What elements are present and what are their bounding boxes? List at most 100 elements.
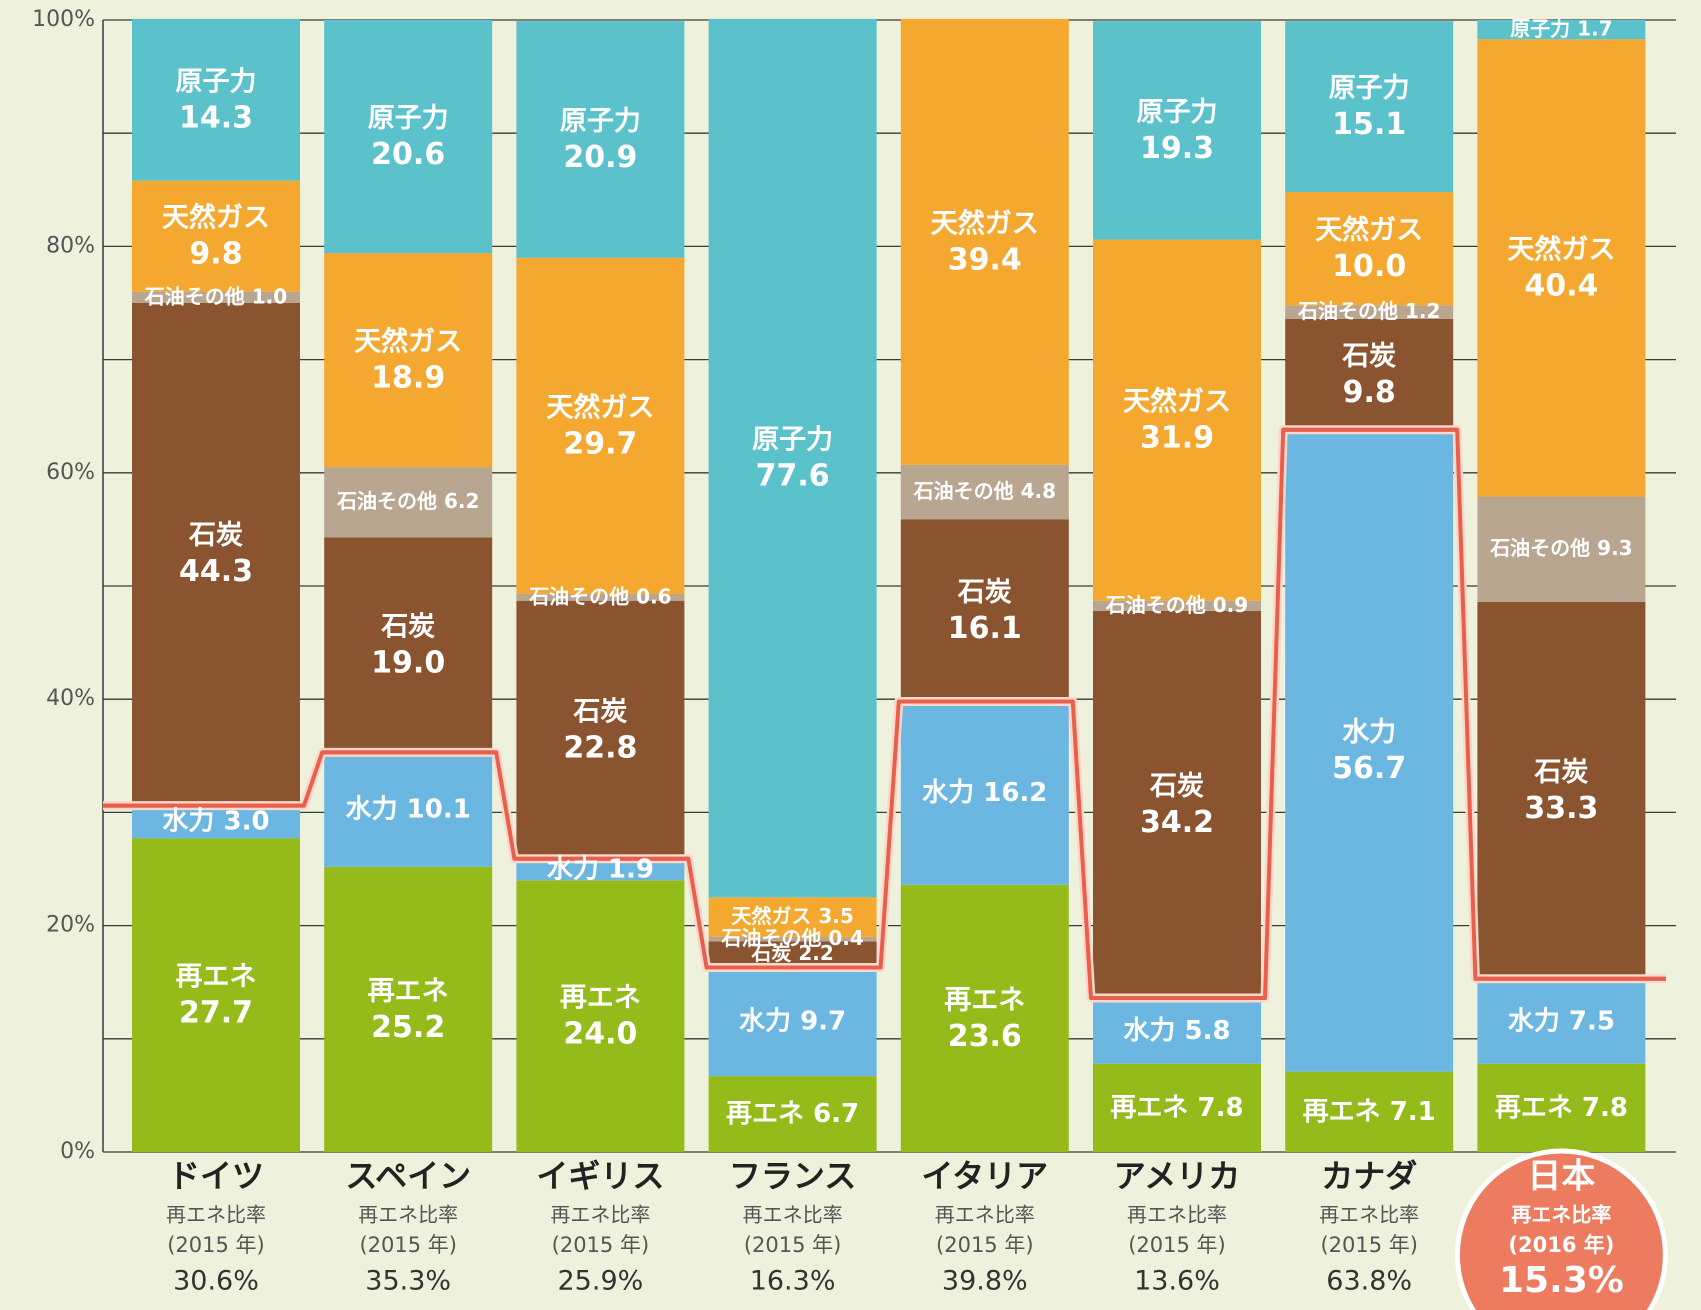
- bar-segment: [1477, 601, 1646, 979]
- segment-label-name: 石炭: [188, 520, 243, 551]
- segment-label-gap: [974, 778, 983, 808]
- bar-segment: [708, 1076, 877, 1152]
- segment-label: 石油その他 0.9: [1105, 592, 1248, 616]
- segment-label-name: 天然ガス: [1123, 386, 1231, 418]
- bar-segment: [516, 21, 685, 258]
- year-label: (2015 年): [167, 1233, 265, 1257]
- ratio-caption: 再エネ比率: [1319, 1203, 1419, 1227]
- ratio-value-label: 39.8%: [942, 1266, 1028, 1297]
- ratio-value-label: 35.3%: [365, 1266, 451, 1297]
- year-label: (2015 年): [1128, 1233, 1226, 1257]
- category-label: イギリス: [536, 1157, 664, 1195]
- segment-label-value: 56.7: [1332, 751, 1406, 786]
- ratio-value-label: 30.6%: [173, 1266, 259, 1297]
- bar-segment: [132, 838, 300, 1152]
- segment-label-name: 石炭: [380, 611, 435, 642]
- segment-label-value: 16.1: [948, 611, 1022, 646]
- segment-label-value: 7.8: [1582, 1092, 1628, 1122]
- bar-segment: [516, 257, 685, 594]
- segment-label-name: 石炭: [1341, 341, 1396, 372]
- segment-label-name: 再エネ: [944, 985, 1025, 1016]
- segment-label-value: 24.0: [563, 1017, 637, 1052]
- segment-label-name: 原子力: [1137, 97, 1218, 128]
- y-tick-label: 40%: [46, 686, 95, 711]
- segment-label: 水力 10.1: [346, 794, 471, 824]
- bar-segment: [1477, 496, 1646, 602]
- segment-label-value: 1.2: [1405, 299, 1440, 323]
- segment-label-gap: [811, 904, 818, 928]
- ratio-value-label: 63.8%: [1326, 1266, 1412, 1297]
- segment-label-name: 石油その他: [1297, 299, 1398, 323]
- segment-label-name: 水力: [547, 854, 599, 884]
- ratio-value-label: 25.9%: [558, 1266, 644, 1297]
- segment-label-name: 水力: [346, 794, 398, 824]
- segment-label-value: 9.3: [1597, 536, 1632, 560]
- bar-segment: [1093, 239, 1261, 601]
- bar-segment: [132, 291, 300, 303]
- segment-label-gap: [1590, 536, 1597, 560]
- segment-label: 再エネ 7.8: [1110, 1092, 1243, 1122]
- bar-segment: [900, 701, 1069, 885]
- segment-label-gap: [1014, 479, 1021, 503]
- bar-segment: [516, 858, 685, 881]
- bar-segment: [900, 464, 1069, 520]
- segment-label-value: 7.8: [1198, 1092, 1244, 1122]
- category-label: アメリカ: [1114, 1157, 1240, 1195]
- segment-label-gap: [1398, 299, 1405, 323]
- segment-label-value: 18.9: [371, 361, 445, 396]
- segment-label-gap: [245, 284, 252, 308]
- bar-segment: [324, 253, 493, 468]
- segment-label: 再エネ 7.1: [1303, 1096, 1436, 1126]
- segment-label: 再エネ 6.7: [726, 1099, 859, 1129]
- segment-label-name: 再エネ: [1110, 1092, 1188, 1122]
- segment-label-name: 原子力: [368, 103, 449, 134]
- segment-label-name: 石炭: [572, 696, 627, 727]
- segment-label-name: 水力: [1342, 717, 1396, 748]
- segment-label: 原子力 1.7: [1510, 16, 1612, 40]
- segment-label-name: 石油その他: [528, 584, 629, 608]
- segment-label-value: 23.6: [948, 1019, 1022, 1054]
- segment-label: 石油その他 0.6: [528, 584, 671, 608]
- year-label: (2016 年): [1508, 1233, 1614, 1257]
- segment-label-gap: [214, 806, 223, 836]
- segment-label-value: 27.7: [179, 996, 253, 1031]
- ratio-value-label: 16.3%: [750, 1266, 836, 1297]
- segment-label-gap: [1560, 1006, 1569, 1036]
- segment-label-name: 天然ガス: [1315, 214, 1423, 246]
- year-label: (2015 年): [552, 1233, 650, 1257]
- segment-label-name: 天然ガス: [162, 202, 270, 234]
- bar-segment: [324, 537, 493, 753]
- bar-segment: [1093, 1063, 1261, 1152]
- bar-segment: [1093, 998, 1261, 1064]
- segment-label-gap: [1188, 1092, 1197, 1122]
- segment-label-value: 31.9: [1140, 421, 1214, 456]
- segment-label: 石油その他 4.8: [913, 479, 1056, 503]
- segment-label-value: 40.4: [1524, 268, 1598, 303]
- bar-segment: [708, 18, 877, 898]
- segment-label-value: 33.3: [1524, 791, 1598, 826]
- segment-label-value: 16.2: [983, 778, 1047, 808]
- bar-segment: [132, 303, 300, 805]
- segment-label-name: 天然ガス: [546, 391, 654, 423]
- segment-label: 水力 7.5: [1508, 1006, 1615, 1036]
- segment-label-value: 25.2: [371, 1010, 445, 1045]
- ratio-caption: 再エネ比率: [1127, 1203, 1227, 1227]
- segment-label-name: 石炭: [1149, 771, 1204, 802]
- segment-label-value: 19.0: [371, 645, 445, 680]
- bar-segment: [132, 18, 300, 181]
- segment-label-gap: [398, 794, 407, 824]
- bar-segment: [1093, 610, 1261, 999]
- ratio-caption: 再エネ比率: [550, 1203, 650, 1227]
- bar-segment: [1285, 192, 1454, 306]
- bar-segment: [708, 897, 877, 937]
- segment-label-value: 6.2: [444, 489, 479, 513]
- segment-label: 石油その他 0.4: [720, 926, 863, 950]
- ratio-value-label: 13.6%: [1134, 1266, 1220, 1297]
- y-tick-label: 60%: [46, 460, 95, 485]
- segment-label-name: 原子力: [1329, 73, 1410, 104]
- segment-label-gap: [437, 489, 444, 513]
- segment-label: 天然ガス 3.5: [731, 904, 853, 928]
- segment-label-name: 石油その他: [1105, 592, 1206, 616]
- category-label: スペイン: [345, 1157, 471, 1195]
